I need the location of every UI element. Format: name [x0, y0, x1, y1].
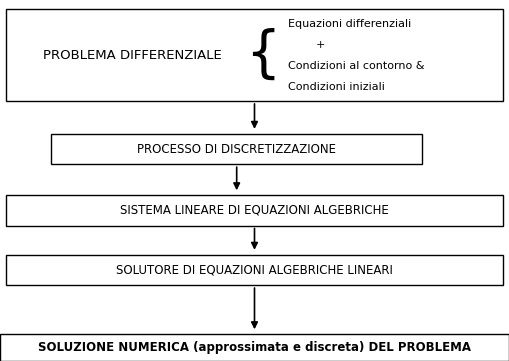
Bar — [6, 9, 503, 101]
Text: SISTEMA LINEARE DI EQUAZIONI ALGEBRICHE: SISTEMA LINEARE DI EQUAZIONI ALGEBRICHE — [120, 204, 389, 217]
Bar — [0, 334, 509, 361]
Bar — [6, 195, 503, 226]
Text: PROBLEMA DIFFERENZIALE: PROBLEMA DIFFERENZIALE — [43, 49, 222, 62]
Text: Condizioni iniziali: Condizioni iniziali — [288, 82, 384, 92]
Text: SOLUZIONE NUMERICA (approssimata e discreta) DEL PROBLEMA: SOLUZIONE NUMERICA (approssimata e discr… — [38, 341, 471, 354]
Text: Condizioni al contorno &: Condizioni al contorno & — [288, 61, 424, 71]
Bar — [51, 134, 422, 164]
Text: PROCESSO DI DISCRETIZZAZIONE: PROCESSO DI DISCRETIZZAZIONE — [137, 143, 336, 156]
Text: +: + — [288, 40, 325, 50]
Text: Equazioni differenziali: Equazioni differenziali — [288, 19, 411, 29]
Bar — [6, 255, 503, 285]
Text: {: { — [245, 28, 280, 82]
Text: SOLUTORE DI EQUAZIONI ALGEBRICHE LINEARI: SOLUTORE DI EQUAZIONI ALGEBRICHE LINEARI — [116, 264, 393, 277]
